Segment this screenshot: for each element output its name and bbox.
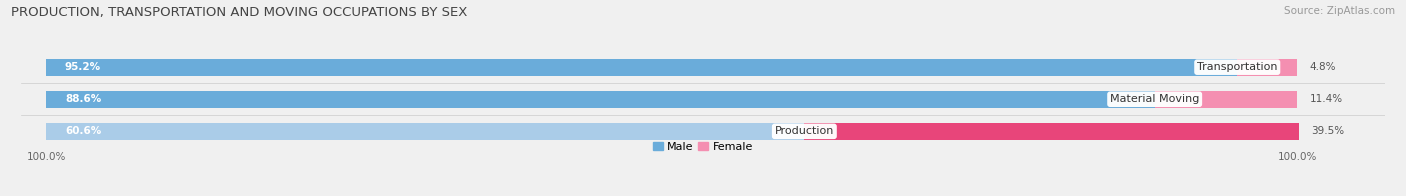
Bar bbox=[1237, 59, 1298, 75]
Bar bbox=[46, 59, 1237, 75]
Bar bbox=[46, 123, 1298, 140]
Text: 60.6%: 60.6% bbox=[65, 126, 101, 136]
Bar bbox=[1154, 91, 1298, 108]
Text: Source: ZipAtlas.com: Source: ZipAtlas.com bbox=[1284, 6, 1395, 16]
Bar bbox=[46, 59, 1298, 75]
Text: Production: Production bbox=[775, 126, 834, 136]
Legend: Male, Female: Male, Female bbox=[648, 137, 758, 156]
Text: Transportation: Transportation bbox=[1197, 62, 1278, 72]
Bar bbox=[46, 123, 804, 140]
Text: Material Moving: Material Moving bbox=[1109, 94, 1199, 104]
Bar bbox=[804, 123, 1299, 140]
Bar bbox=[46, 91, 1298, 108]
Text: 88.6%: 88.6% bbox=[65, 94, 101, 104]
Text: 4.8%: 4.8% bbox=[1310, 62, 1336, 72]
Text: 95.2%: 95.2% bbox=[65, 62, 101, 72]
Text: PRODUCTION, TRANSPORTATION AND MOVING OCCUPATIONS BY SEX: PRODUCTION, TRANSPORTATION AND MOVING OC… bbox=[11, 6, 468, 19]
Bar bbox=[46, 91, 1154, 108]
Text: 11.4%: 11.4% bbox=[1310, 94, 1343, 104]
Text: 39.5%: 39.5% bbox=[1310, 126, 1344, 136]
